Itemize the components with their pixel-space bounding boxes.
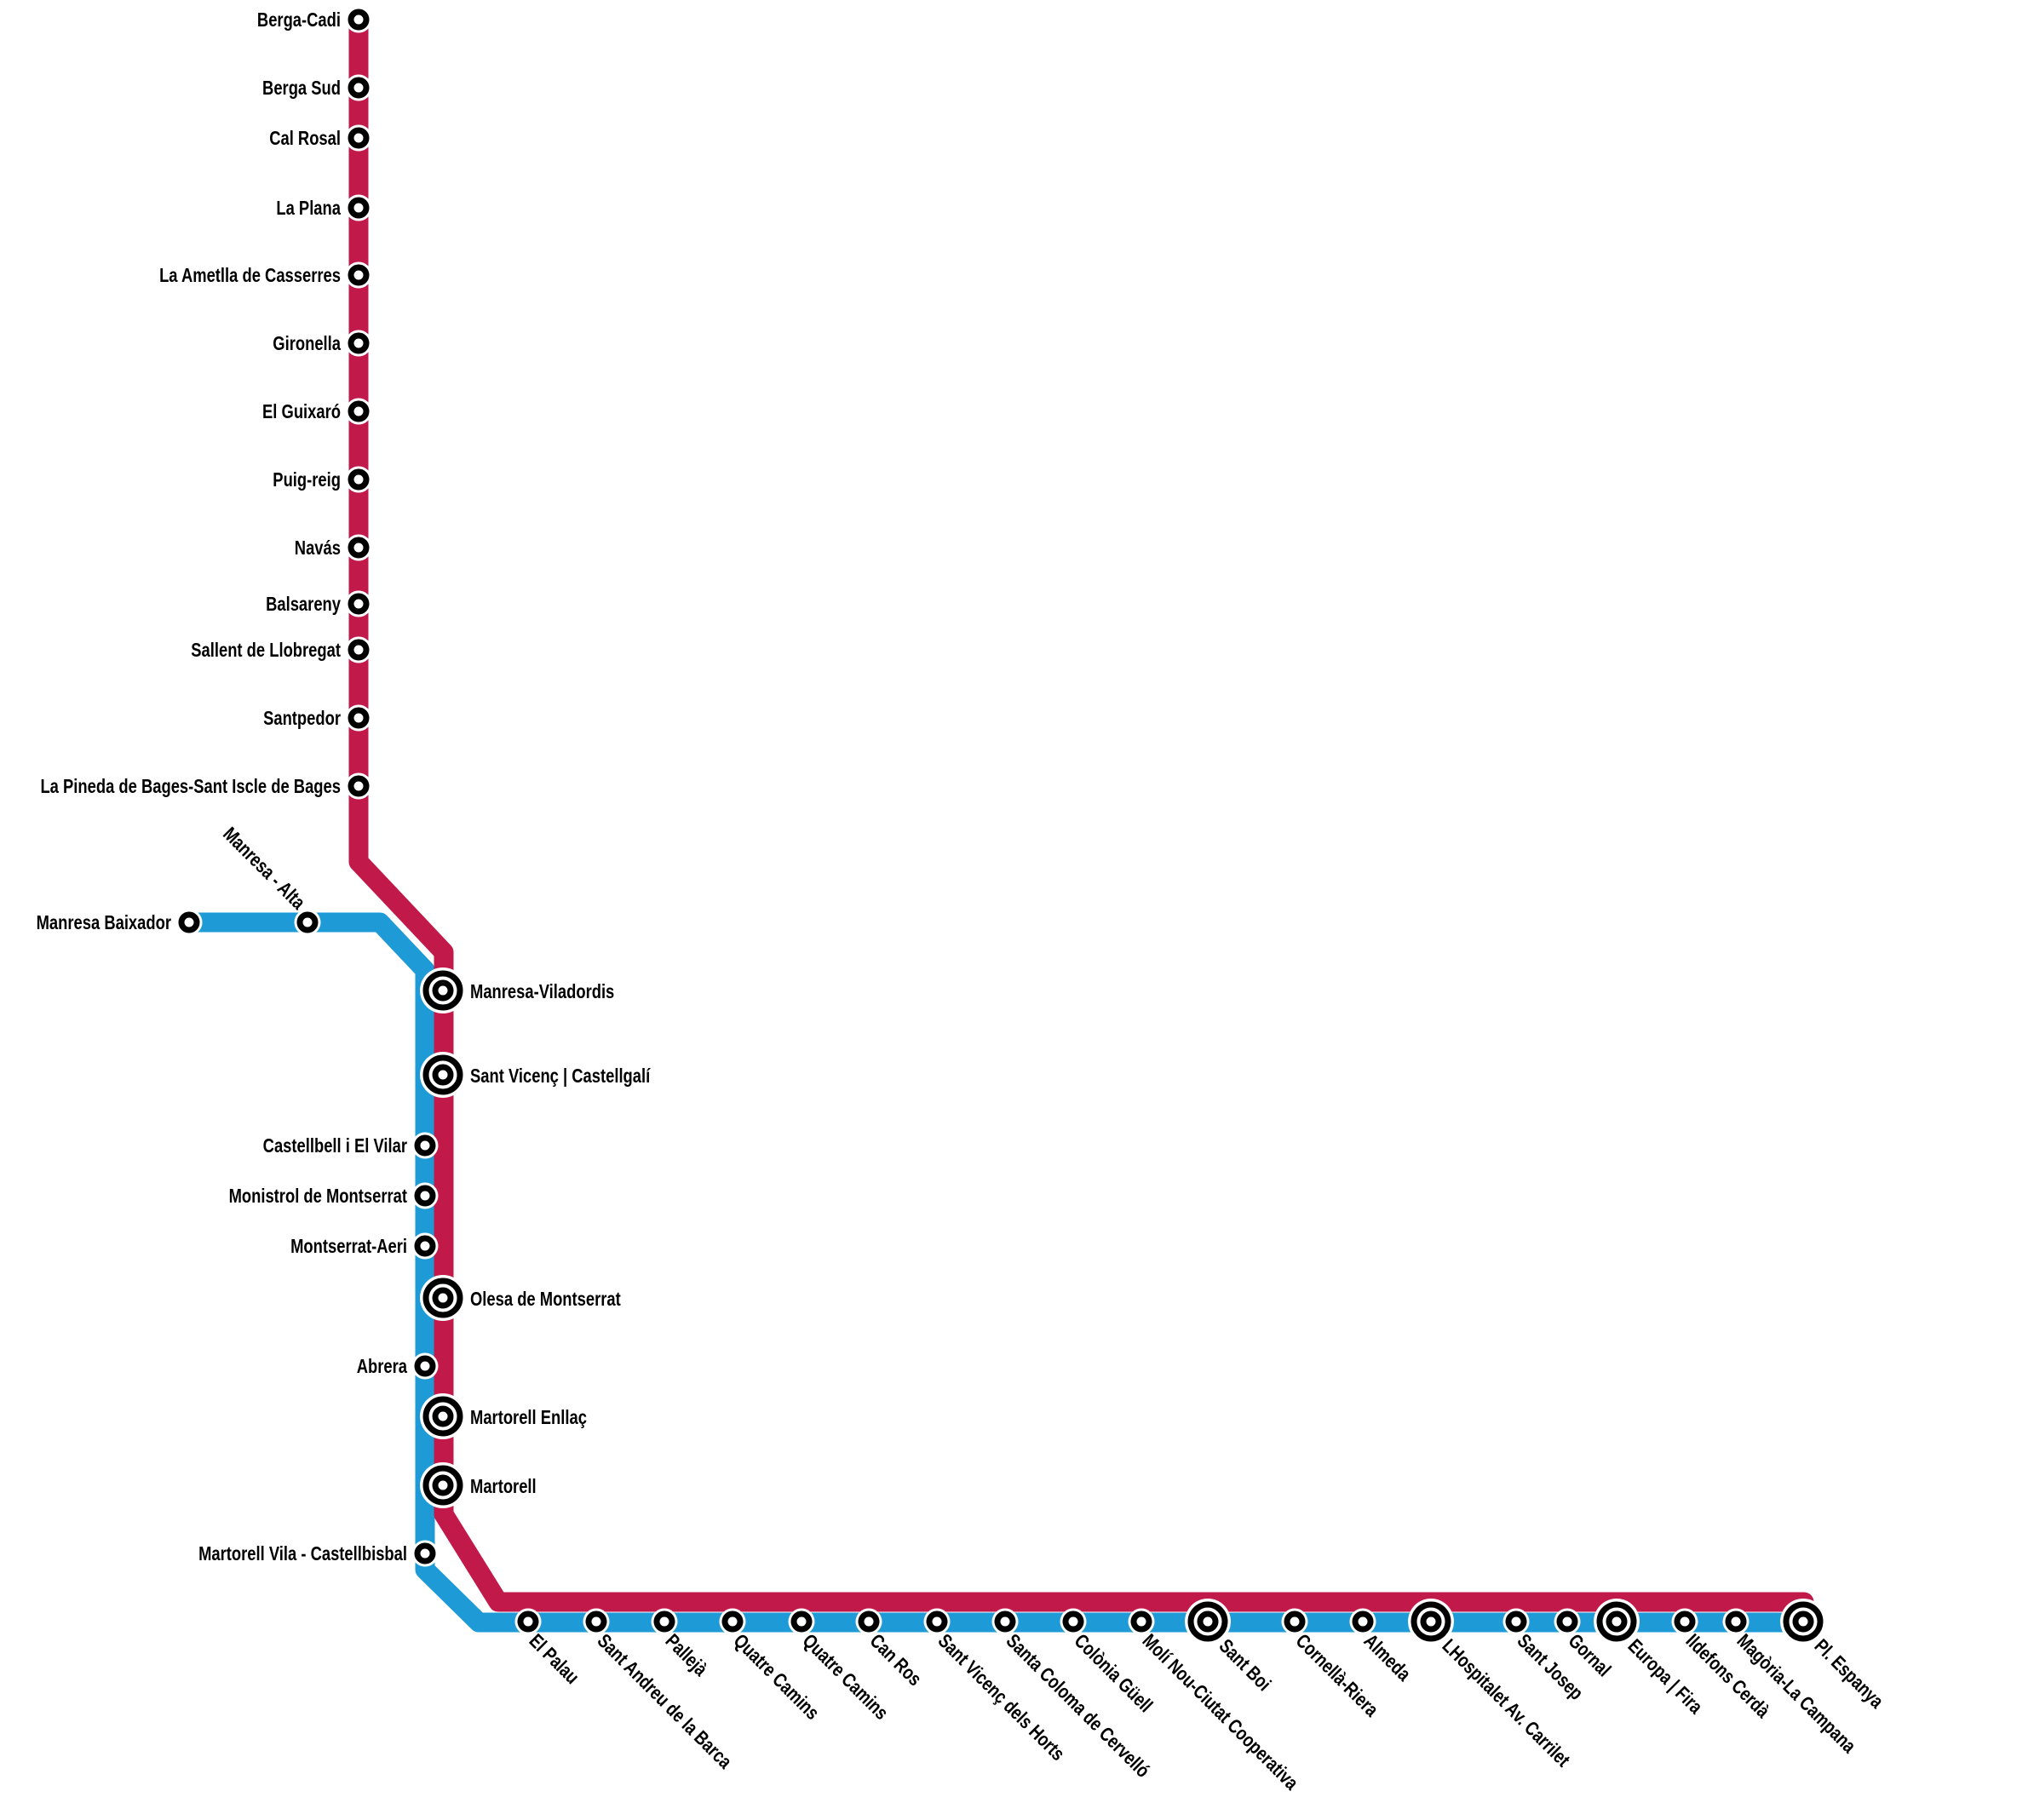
interchange-inner-ring [1606, 1610, 1628, 1633]
station-regular: La Plana [276, 194, 372, 221]
station-dot [348, 639, 370, 661]
station-dot [1284, 1610, 1306, 1633]
station-dot [926, 1610, 948, 1633]
station-regular: Balsareny [266, 590, 372, 617]
station-dot [348, 332, 370, 354]
station-interchange: Martorell [420, 1462, 537, 1508]
station-label: Castellbell i El Vilar [263, 1135, 407, 1157]
station-dot [348, 707, 370, 729]
station-dot [790, 1610, 813, 1633]
station-label: Martorell Enllaç [470, 1407, 587, 1428]
interchange-inner-ring [432, 1405, 454, 1427]
station-dot [348, 775, 370, 797]
station-label: Montserrat-Aeri [290, 1236, 407, 1257]
station-interchange: Martorell Enllaç [420, 1393, 587, 1439]
interchange-inner-ring [1197, 1610, 1219, 1633]
interchange-inner-ring [432, 1287, 454, 1309]
station-dot [348, 537, 370, 559]
station-dot [1130, 1610, 1152, 1633]
station-regular: Navás [295, 534, 372, 561]
station-label: La Ametlla de Casserres [159, 265, 341, 286]
station-label: Puig-reig [273, 469, 341, 491]
station-regular: Gironella [273, 330, 372, 357]
station-dot [585, 1610, 607, 1633]
station-regular: Martorell Vila - Castellbisbal [198, 1540, 439, 1567]
station-dot [414, 1134, 436, 1157]
interchange-inner-ring [1420, 1610, 1442, 1633]
station-regular: Sallent de Llobregat [191, 636, 372, 663]
station-regular: Berga Sud [262, 74, 372, 101]
station-dot [348, 127, 370, 149]
station-dot [414, 1185, 436, 1207]
blue-line-path [179, 912, 1796, 1633]
interchange-inner-ring [432, 1474, 454, 1496]
interchange-inner-ring [1792, 1610, 1814, 1633]
station-dot [348, 77, 370, 99]
station-label: Berga Sud [262, 78, 341, 99]
station-regular: Castellbell i El Vilar [263, 1132, 439, 1159]
station-dot [348, 400, 370, 422]
station-regular: Montserrat-Aeri [290, 1232, 439, 1260]
station-dot [1062, 1610, 1084, 1633]
station-dot [348, 264, 370, 286]
station-dot [994, 1610, 1016, 1633]
station-interchange: Manresa-Viladordis [420, 967, 614, 1013]
station-label: El Guixaró [262, 401, 341, 422]
station-label: Santpedor [263, 708, 341, 729]
station-label: Berga-Cadi [257, 9, 341, 31]
interchange-inner-ring [432, 979, 454, 1002]
station-regular: Abrera [357, 1352, 439, 1380]
station-dot [653, 1610, 675, 1633]
station-label: Olesa de Montserrat [470, 1289, 621, 1310]
station-label: Navás [295, 537, 341, 559]
station-regular: Monistrol de Montserrat [229, 1182, 439, 1209]
station-dot [178, 911, 200, 933]
station-interchange: Olesa de Montserrat [420, 1275, 621, 1321]
station-dot [1725, 1610, 1747, 1633]
station-dot [1674, 1610, 1696, 1633]
station-dot [348, 197, 370, 219]
station-label: Manresa-Viladordis [470, 981, 614, 1002]
station-dot [1556, 1610, 1578, 1633]
station-regular: Manresa Baixador [37, 909, 203, 936]
station-regular: El Guixaró [262, 398, 372, 425]
station-label: Sant Vicenç | Castellgalí [470, 1065, 651, 1087]
station-dot [348, 468, 370, 491]
station-dot [414, 1355, 436, 1377]
station-dot [296, 911, 319, 933]
station-regular: Puig-reig [273, 466, 372, 493]
station-label: Balsareny [266, 594, 341, 615]
station-label: Manresa Baixador [37, 912, 171, 933]
station-dot [1505, 1610, 1527, 1633]
station-dot [517, 1610, 539, 1633]
station-label: Monistrol de Montserrat [229, 1186, 407, 1207]
station-dot [858, 1610, 880, 1633]
station-regular: Berga-Cadi [257, 6, 372, 33]
station-label: La Plana [276, 198, 341, 219]
station-label: Martorell Vila - Castellbisbal [198, 1543, 407, 1565]
station-label: La Pineda de Bages-Sant Iscle de Bages [40, 776, 341, 797]
station-dot [721, 1610, 744, 1633]
station-dot [414, 1542, 436, 1565]
station-regular: Cal Rosal [269, 124, 372, 152]
station-regular: La Ametlla de Casserres [159, 261, 372, 289]
station-interchange: Sant Vicenç | Castellgalí [420, 1052, 651, 1098]
station-regular: Santpedor [263, 704, 372, 732]
station-label: Martorell [470, 1476, 537, 1497]
station-dot [348, 593, 370, 615]
interchange-inner-ring [432, 1064, 454, 1086]
station-label: Gironella [273, 333, 341, 354]
station-regular: La Pineda de Bages-Sant Iscle de Bages [40, 772, 372, 800]
station-dot [348, 9, 370, 31]
station-label: Abrera [357, 1356, 408, 1377]
station-dot [414, 1235, 436, 1257]
station-label: Sallent de Llobregat [191, 640, 341, 661]
station-dot [1352, 1610, 1374, 1633]
station-label: Cal Rosal [269, 128, 341, 149]
